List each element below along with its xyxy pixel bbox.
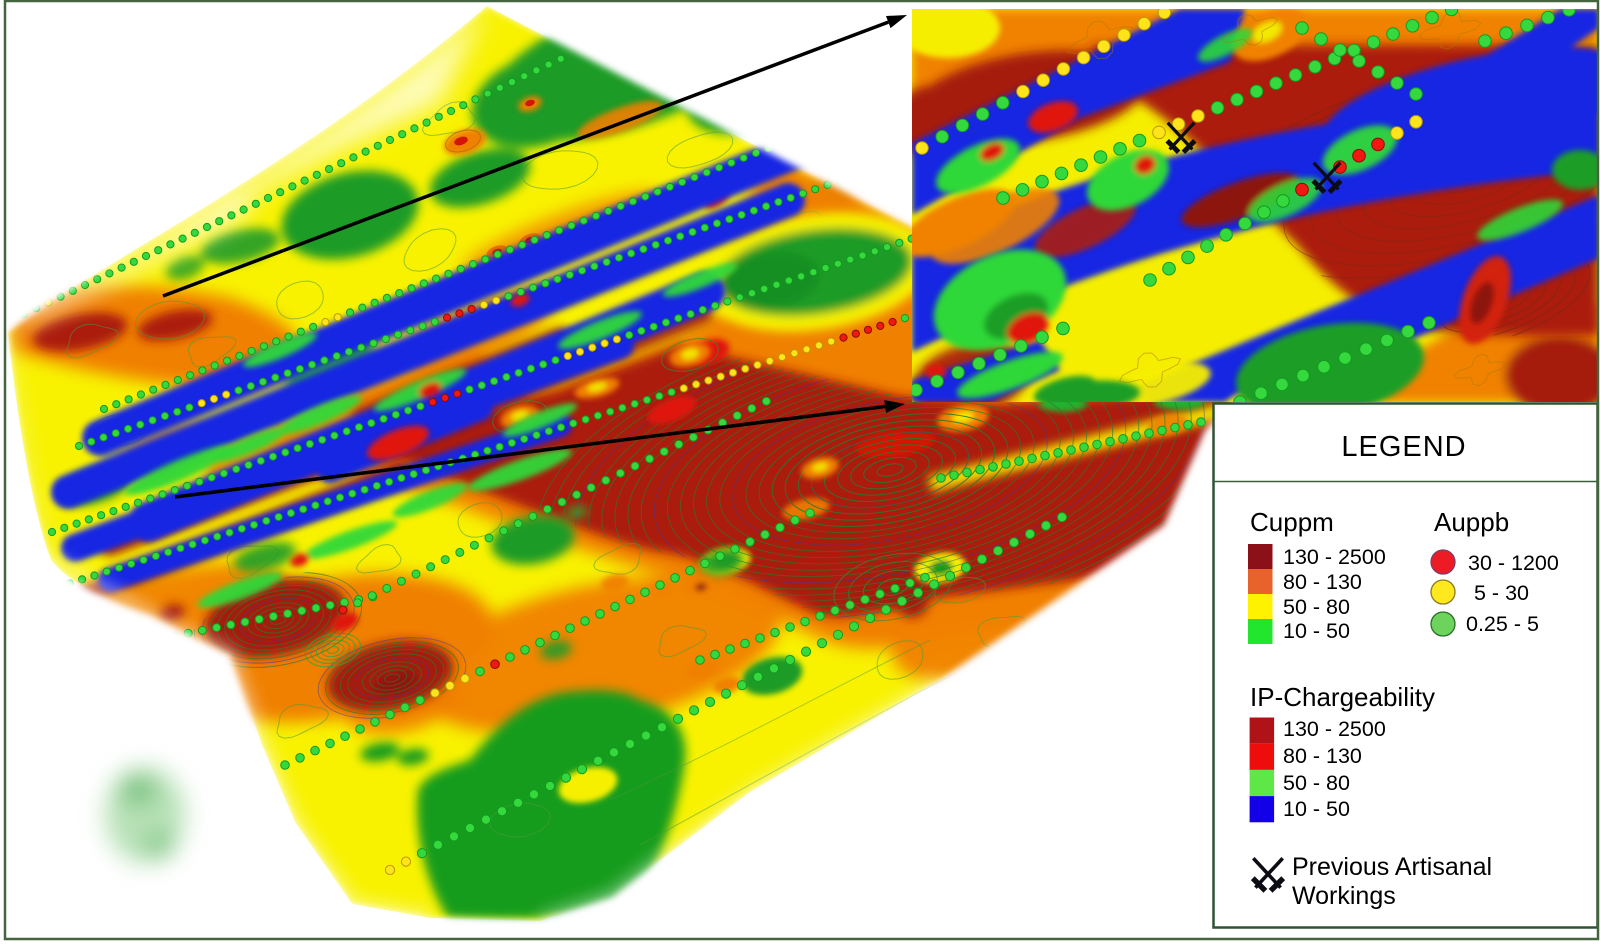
- svg-text:IP-Chargeability: IP-Chargeability: [1250, 682, 1435, 712]
- svg-text:50 - 80: 50 - 80: [1283, 771, 1350, 795]
- svg-text:Auppb: Auppb: [1434, 507, 1509, 537]
- svg-text:Cuppm: Cuppm: [1250, 507, 1334, 537]
- svg-text:Workings: Workings: [1292, 882, 1396, 910]
- svg-text:LEGEND: LEGEND: [1341, 431, 1466, 463]
- svg-text:130 - 2500: 130 - 2500: [1283, 717, 1386, 741]
- svg-text:10 - 50: 10 - 50: [1283, 797, 1350, 821]
- svg-text:10 - 50: 10 - 50: [1283, 619, 1350, 643]
- svg-text:5 - 30: 5 - 30: [1474, 581, 1529, 605]
- svg-text:0.25 - 5: 0.25 - 5: [1466, 612, 1539, 636]
- svg-text:80 - 130: 80 - 130: [1283, 570, 1362, 594]
- svg-text:50 - 80: 50 - 80: [1283, 595, 1350, 619]
- svg-text:80 - 130: 80 - 130: [1283, 744, 1362, 768]
- svg-text:Previous Artisanal: Previous Artisanal: [1292, 853, 1492, 881]
- svg-text:30 - 1200: 30 - 1200: [1468, 551, 1559, 575]
- svg-text:130 - 2500: 130 - 2500: [1283, 545, 1386, 569]
